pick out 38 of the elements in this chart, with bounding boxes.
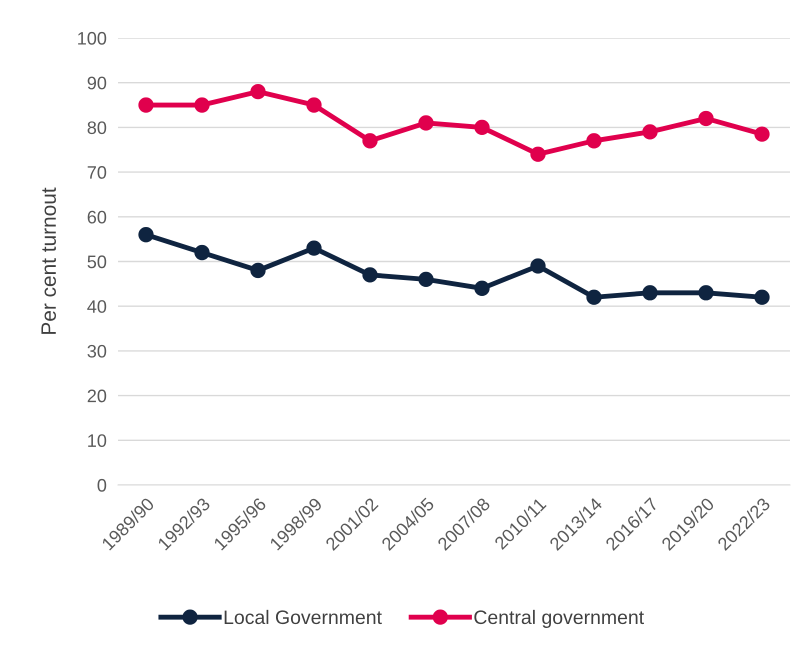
y-tick-label: 60 (88, 210, 106, 224)
point (194, 97, 210, 113)
y-tick-label: 90 (88, 76, 106, 90)
y-tick-label: 70 (88, 166, 106, 179)
point (138, 97, 154, 113)
point (306, 240, 322, 256)
point (754, 126, 770, 142)
y-tick-label: 20 (88, 390, 106, 402)
legend-label: Central government (474, 610, 644, 628)
legend-label: Local Government (224, 610, 382, 624)
point (474, 120, 490, 136)
point (642, 124, 658, 140)
point (754, 290, 770, 305)
y-tick-label: 0 (98, 478, 106, 492)
point (250, 84, 266, 100)
point (530, 258, 546, 274)
point (642, 285, 658, 300)
point (194, 244, 210, 260)
point (586, 290, 602, 305)
y-tick-label: 30 (87, 344, 106, 358)
y-tick-label: 10 (88, 434, 106, 448)
point (418, 115, 434, 131)
y-axis-title: Per cent turnout (41, 188, 56, 334)
point (250, 262, 266, 278)
point (138, 227, 154, 242)
point (362, 133, 378, 148)
y-tick-label: 50 (88, 255, 106, 268)
y-tick-label: 80 (88, 121, 106, 134)
point (698, 285, 714, 300)
point (306, 97, 322, 113)
y-tick-label: 40 (87, 300, 106, 313)
point (698, 110, 714, 126)
point (418, 272, 434, 288)
y-tick-label: 100 (78, 32, 106, 45)
point (474, 280, 490, 296)
point (530, 146, 546, 162)
point (586, 133, 602, 148)
point (362, 267, 378, 283)
